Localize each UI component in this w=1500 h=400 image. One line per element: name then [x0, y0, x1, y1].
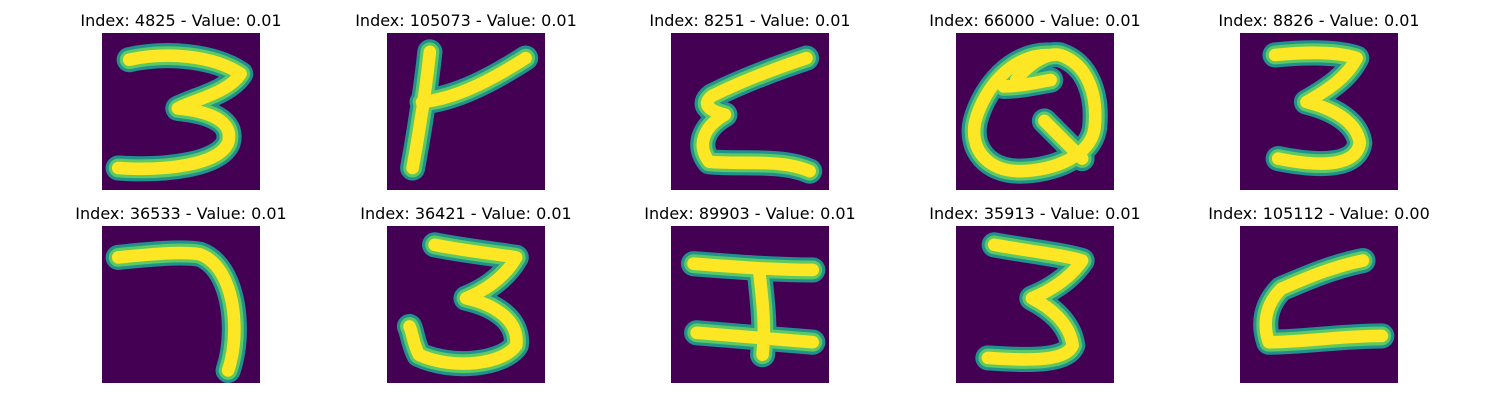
panel-title: Index: 36533 - Value: 0.01: [75, 204, 287, 223]
digit-image: [387, 226, 545, 383]
panel-title: Index: 4825 - Value: 0.01: [80, 11, 282, 30]
handwriting-stroke: [687, 257, 820, 362]
panel-title: Index: 89903 - Value: 0.01: [644, 204, 856, 223]
handwriting-stroke: [403, 238, 523, 370]
panel-title: Index: 36421 - Value: 0.01: [360, 204, 572, 223]
digit-image: [671, 226, 829, 383]
panel-title: Index: 8826 - Value: 0.01: [1218, 11, 1420, 30]
digit-image: [1240, 33, 1398, 190]
handwriting-stroke: [696, 51, 816, 178]
digit-image-Q-loop: [961, 42, 1108, 184]
panel-title: Index: 8251 - Value: 0.01: [649, 11, 851, 30]
digit-image: [671, 33, 829, 190]
panel-title: Index: 105112 - Value: 0.00: [1208, 204, 1430, 223]
panel-title: Index: 35913 - Value: 0.01: [929, 204, 1141, 223]
digit-image: [956, 226, 1114, 383]
handwriting-stroke: [1268, 46, 1367, 170]
panel-title: Index: 105073 - Value: 0.01: [355, 11, 577, 30]
handwriting-stroke: [967, 48, 1102, 178]
handwriting-stroke: [1259, 254, 1389, 349]
handwriting-stroke: [111, 246, 241, 377]
digit-image-3: [396, 232, 529, 377]
digit-image-3-open: [105, 43, 254, 182]
digit-image: [102, 226, 260, 383]
digit-image: [102, 33, 260, 190]
digit-image: [956, 33, 1114, 190]
digit-image-zigzag: [1253, 247, 1395, 355]
digit-image-I-beam: [680, 251, 826, 368]
handwriting-stroke: [406, 45, 532, 175]
digit-image: [1240, 226, 1398, 383]
digit-image-zigzag: [690, 45, 823, 184]
handwriting-stroke: [981, 238, 1089, 366]
digit-image-Y-slant: [400, 39, 539, 181]
digit-image-7-hook: [105, 240, 247, 383]
digit-image-3: [1262, 40, 1373, 177]
handwriting-stroke: [111, 49, 247, 176]
panel-title: Index: 66000 - Value: 0.01: [929, 11, 1141, 30]
digit-image: [387, 33, 545, 190]
digit-image-3: [975, 232, 1095, 373]
